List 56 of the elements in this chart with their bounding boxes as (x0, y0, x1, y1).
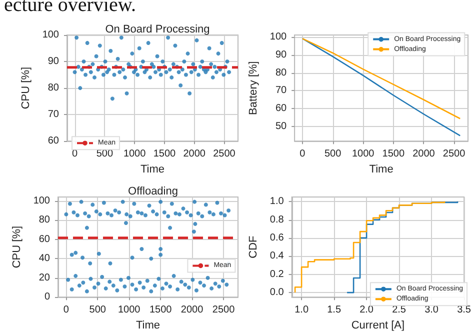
x-tick-label: 3.5 (457, 304, 472, 316)
text: ecture overview. (4, 0, 136, 17)
y-tick-label: 100 (270, 31, 288, 42)
y-tick-label: 80 (38, 214, 50, 226)
x-tick-label: 0 (300, 148, 306, 160)
y-tick-label: 0.4 (270, 250, 284, 262)
y-axis-title: CPU [%] (20, 66, 32, 110)
y-tick-label: 70 (48, 109, 60, 120)
y-tick-label: 20 (38, 272, 50, 284)
x-tick-label: 1000 (352, 148, 375, 160)
x-tick-label: 1.5 (327, 304, 342, 316)
x-axis-title: Time (369, 164, 394, 176)
x-tick-label: 1000 (118, 304, 141, 316)
y-tick-label: 100 (42, 30, 60, 40)
x-tick-label: 1500 (149, 304, 172, 316)
y-axis-title: CDF (248, 235, 260, 258)
y-tick-label: 0.8 (270, 214, 284, 226)
y-tick-label: 60 (275, 103, 288, 114)
y-tick-label: 60 (48, 136, 60, 147)
y-tick-label: 80 (275, 67, 288, 78)
y-axis-title: Battery [%] (248, 61, 260, 115)
line-series (302, 38, 461, 136)
y-tick-label: 0.6 (270, 232, 284, 244)
x-tick-label: 500 (324, 148, 342, 160)
y-tick-label: 60 (38, 234, 50, 245)
y-tick-label: 1.0 (270, 196, 284, 208)
line-series (302, 38, 461, 120)
x-tick-label: 2000 (412, 148, 436, 160)
x-axis-title: Time (136, 320, 160, 332)
x-tick-label: 2500 (213, 148, 236, 160)
x-tick-label: 2000 (183, 148, 206, 160)
y-tick-label: 80 (48, 82, 60, 94)
chart-title: Offloading (128, 186, 178, 198)
y-tick-label: 0.0 (270, 287, 284, 298)
x-tick-label: 1500 (382, 148, 405, 160)
y-tick-label: 50 (275, 121, 288, 132)
x-tick-label: 2.0 (360, 304, 374, 316)
x-tick-label: 2500 (442, 148, 466, 160)
x-axis-title: Time (140, 164, 165, 176)
y-tick-label: 40 (38, 253, 50, 264)
x-tick-label: 2000 (180, 304, 204, 316)
x-tick-label: 2500 (212, 304, 236, 316)
x-tick-label: 500 (89, 304, 106, 316)
y-tick-label: 0 (44, 292, 50, 303)
x-tick-label: 1.0 (294, 304, 309, 316)
chart-title: On Board Processing (105, 24, 210, 36)
y-axis-title: CPU [%] (10, 226, 23, 268)
x-tick-label: 0 (63, 304, 70, 316)
y-tick-label: 90 (48, 56, 60, 68)
x-axis-title: Current [A] (351, 320, 405, 332)
y-tick-label: 100 (33, 195, 50, 206)
y-tick-label: 70 (275, 85, 288, 96)
y-tick-label: 0.2 (270, 268, 284, 280)
y-tick-label: 90 (275, 49, 288, 60)
x-tick-label: 1000 (123, 148, 146, 160)
x-tick-label: 1500 (153, 148, 176, 160)
